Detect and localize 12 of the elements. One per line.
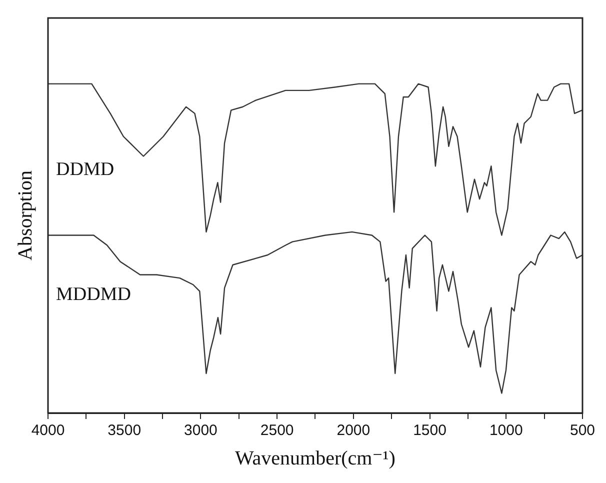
x-tick-label: 3500 [108, 422, 142, 440]
series-label: MDDMD [56, 284, 131, 306]
x-tick-label: 2000 [336, 422, 370, 440]
x-tick-label: 2500 [260, 422, 294, 440]
x-tick-label: 1000 [489, 422, 523, 440]
x-tick-label: 500 [570, 422, 595, 440]
x-axis-title: Wavenumber(cm⁻¹) [235, 447, 396, 470]
series-label: DDMD [56, 158, 114, 180]
x-tick-label: 1500 [413, 422, 446, 440]
x-tick-label: 4000 [31, 422, 65, 440]
x-tick-label: 3000 [184, 422, 218, 440]
y-axis-title: Absorption [14, 170, 36, 260]
